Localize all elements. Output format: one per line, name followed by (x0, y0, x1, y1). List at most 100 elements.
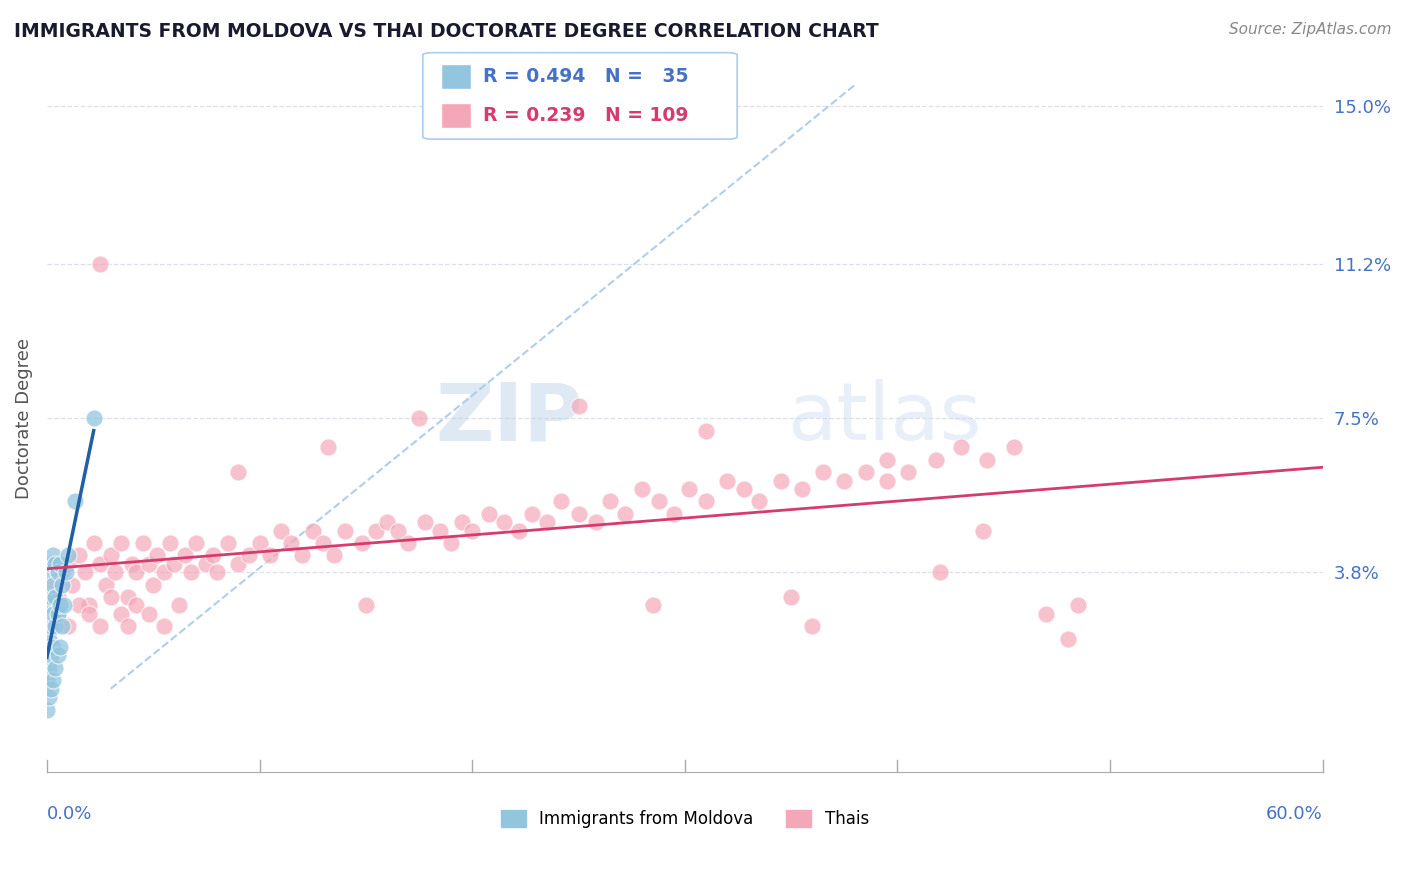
Point (375, 515, 398, 529)
Point (678, 482, 700, 496)
Point (834, 474, 856, 488)
Point (769, 474, 792, 488)
Point (226, 557, 249, 571)
Text: Source: ZipAtlas.com: Source: ZipAtlas.com (1229, 22, 1392, 37)
Point (38, 599, 60, 613)
Point (259, 549, 281, 563)
Point (142, 577, 165, 591)
Point (614, 507, 637, 521)
Point (48, 557, 70, 571)
Point (131, 536, 153, 550)
Point (876, 452, 898, 467)
Point (316, 440, 339, 454)
Point (75, 565, 97, 579)
Point (567, 507, 589, 521)
Point (201, 549, 224, 563)
Point (585, 515, 607, 529)
Point (163, 557, 186, 571)
Point (51, 565, 73, 579)
Point (333, 524, 356, 538)
Point (79, 599, 101, 613)
Point (51, 619, 73, 633)
Point (695, 494, 717, 508)
Point (429, 524, 451, 538)
Point (897, 465, 920, 479)
Point (35, 640, 58, 654)
Point (550, 494, 572, 508)
Point (110, 607, 132, 621)
Point (323, 549, 346, 563)
Point (117, 619, 139, 633)
Point (42, 577, 65, 591)
Point (138, 607, 160, 621)
Point (205, 565, 228, 579)
Point (125, 565, 148, 579)
Text: 0.0%: 0.0% (46, 805, 93, 823)
Point (387, 524, 409, 538)
Point (42, 549, 65, 563)
Text: IMMIGRANTS FROM MOLDOVA VS THAI DOCTORATE DEGREE CORRELATION CHART: IMMIGRANTS FROM MOLDOVA VS THAI DOCTORAT… (14, 22, 879, 41)
Point (748, 494, 770, 508)
Point (35, 673, 58, 688)
Point (138, 557, 160, 571)
Point (67, 599, 90, 613)
Point (52, 599, 75, 613)
Point (48, 640, 70, 654)
Point (83, 536, 105, 550)
Point (716, 474, 738, 488)
Point (536, 515, 558, 529)
Point (270, 524, 292, 538)
Point (44, 557, 66, 571)
Point (100, 549, 122, 563)
Point (238, 549, 260, 563)
Point (42, 640, 65, 654)
Point (217, 536, 239, 550)
Point (153, 565, 176, 579)
Point (153, 619, 176, 633)
FancyBboxPatch shape (423, 53, 737, 139)
Point (184, 536, 207, 550)
Legend: Immigrants from Moldova, Thais: Immigrants from Moldova, Thais (494, 803, 876, 835)
Point (811, 465, 834, 479)
Point (366, 524, 388, 538)
Point (89, 557, 111, 571)
Point (46, 590, 69, 604)
Point (44, 590, 66, 604)
Point (350, 536, 373, 550)
Point (280, 536, 302, 550)
Point (110, 536, 132, 550)
Point (291, 549, 314, 563)
Point (855, 465, 877, 479)
Point (312, 536, 335, 550)
Point (599, 494, 621, 508)
Text: R = 0.239   N = 109: R = 0.239 N = 109 (484, 106, 689, 125)
Y-axis label: Doctorate Degree: Doctorate Degree (15, 337, 32, 499)
Point (125, 599, 148, 613)
Point (39, 681, 62, 696)
Text: atlas: atlas (787, 379, 981, 457)
Text: 60.0%: 60.0% (1265, 805, 1323, 823)
Point (976, 452, 998, 467)
Point (249, 536, 271, 550)
Point (415, 515, 437, 529)
Point (1002, 440, 1025, 454)
Point (801, 619, 824, 633)
Point (56, 619, 79, 633)
Point (38, 565, 60, 579)
Point (83, 411, 105, 425)
Point (89, 619, 111, 633)
Point (929, 565, 952, 579)
Point (146, 549, 169, 563)
Point (520, 507, 543, 521)
Point (408, 411, 430, 425)
Point (39, 590, 62, 604)
Point (450, 515, 472, 529)
Point (89, 257, 111, 271)
Point (494, 515, 516, 529)
Point (1056, 632, 1078, 646)
Point (174, 549, 197, 563)
Point (1067, 599, 1090, 613)
Point (39, 619, 62, 633)
Point (567, 399, 589, 413)
Point (38, 632, 60, 646)
